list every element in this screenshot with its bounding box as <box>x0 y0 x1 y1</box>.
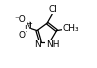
Text: CH₃: CH₃ <box>63 24 79 33</box>
Text: ⁻O: ⁻O <box>15 15 26 24</box>
Text: N: N <box>24 22 31 31</box>
Text: Cl: Cl <box>49 5 58 14</box>
Text: N: N <box>34 40 41 49</box>
Text: NH: NH <box>46 40 59 49</box>
Text: O: O <box>19 31 26 40</box>
Text: +: + <box>26 21 32 27</box>
